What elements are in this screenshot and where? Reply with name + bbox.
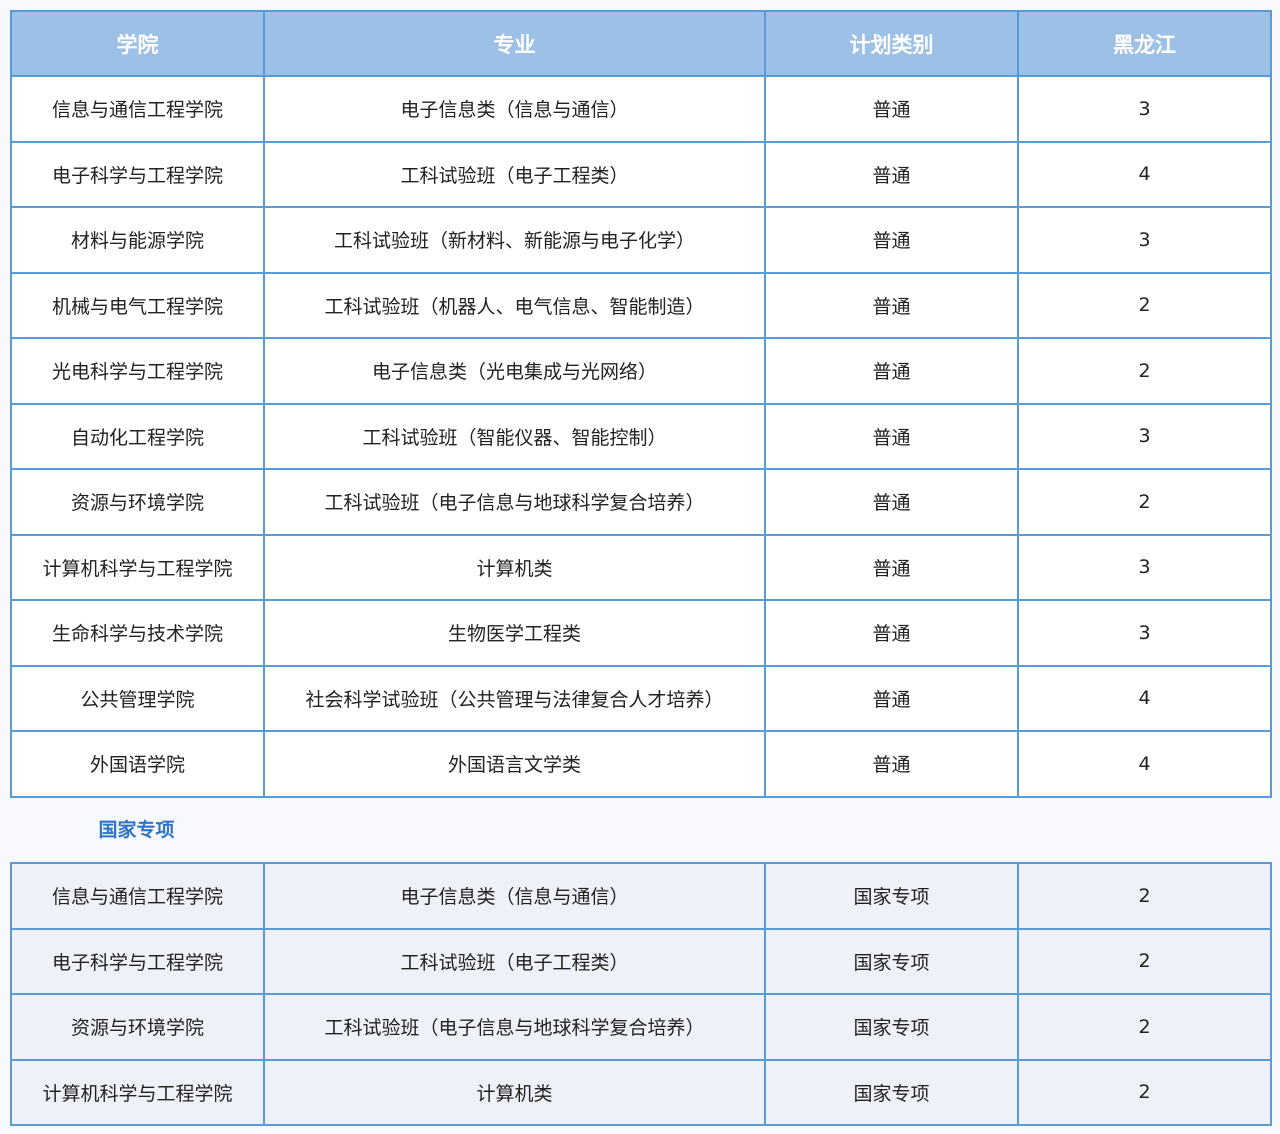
cell-major: 工科试验班（电子工程类） <box>263 927 766 995</box>
cell-quota: 2 <box>1017 1058 1272 1126</box>
cell-college: 资源与环境学院 <box>10 993 265 1061</box>
cell-plan-type: 国家专项 <box>764 862 1019 930</box>
cell-major: 电子信息类（信息与通信） <box>263 75 766 143</box>
table-row: 公共管理学院 社会科学试验班（公共管理与法律复合人才培养） 普通 4 <box>10 664 1272 732</box>
cell-college: 材料与能源学院 <box>10 206 265 274</box>
admission-plan-table: 学院 专业 计划类别 黑龙江 信息与通信工程学院 电子信息类（信息与通信） 普通 3 电… <box>10 10 1272 798</box>
cell-plan-type: 普通 <box>764 337 1019 405</box>
cell-plan-type: 普通 <box>764 75 1019 143</box>
section-label: 国家专项 <box>98 819 175 841</box>
cell-college: 自动化工程学院 <box>10 402 265 470</box>
table-row: 外国语学院 外国语言文学类 普通 4 <box>10 730 1272 798</box>
cell-college: 计算机科学与工程学院 <box>10 1058 265 1126</box>
cell-quota: 2 <box>1017 927 1272 995</box>
cell-college: 光电科学与工程学院 <box>10 337 265 405</box>
cell-quota: 3 <box>1017 75 1272 143</box>
table-row: 光电科学与工程学院 电子信息类（光电集成与光网络） 普通 2 <box>10 337 1272 405</box>
cell-plan-type: 普通 <box>764 468 1019 536</box>
cell-college: 电子科学与工程学院 <box>10 140 265 208</box>
cell-college: 机械与电气工程学院 <box>10 271 265 339</box>
cell-major: 生物医学工程类 <box>263 599 766 667</box>
cell-quota: 2 <box>1017 862 1272 930</box>
cell-plan-type: 普通 <box>764 730 1019 798</box>
cell-plan-type: 国家专项 <box>764 927 1019 995</box>
cell-quota: 4 <box>1017 730 1272 798</box>
cell-major: 电子信息类（信息与通信） <box>263 862 766 930</box>
cell-plan-type: 普通 <box>764 271 1019 339</box>
table-row: 计算机科学与工程学院 计算机类 国家专项 2 <box>10 1058 1272 1126</box>
cell-quota: 2 <box>1017 468 1272 536</box>
cell-college: 资源与环境学院 <box>10 468 265 536</box>
cell-college: 生命科学与技术学院 <box>10 599 265 667</box>
cell-college: 信息与通信工程学院 <box>10 75 265 143</box>
table-row: 电子科学与工程学院 工科试验班（电子工程类） 国家专项 2 <box>10 927 1272 995</box>
cell-plan-type: 国家专项 <box>764 1058 1019 1126</box>
cell-major: 工科试验班（电子信息与地球科学复合培养） <box>263 468 766 536</box>
cell-quota: 3 <box>1017 206 1272 274</box>
cell-plan-type: 普通 <box>764 140 1019 208</box>
cell-plan-type: 普通 <box>764 664 1019 732</box>
cell-college: 计算机科学与工程学院 <box>10 533 265 601</box>
cell-quota: 2 <box>1017 993 1272 1061</box>
cell-plan-type: 普通 <box>764 206 1019 274</box>
cell-quota: 2 <box>1017 271 1272 339</box>
table-row: 生命科学与技术学院 生物医学工程类 普通 3 <box>10 599 1272 667</box>
table-row: 信息与通信工程学院 电子信息类（信息与通信） 普通 3 <box>10 75 1272 143</box>
cell-major: 工科试验班（新材料、新能源与电子化学） <box>263 206 766 274</box>
cell-major: 工科试验班（电子工程类） <box>263 140 766 208</box>
cell-major: 外国语言文学类 <box>263 730 766 798</box>
special-plan-table: 信息与通信工程学院 电子信息类（信息与通信） 国家专项 2 电子科学与工程学院 工科试验班… <box>10 862 1272 1126</box>
cell-quota: 2 <box>1017 337 1272 405</box>
cell-plan-type: 普通 <box>764 533 1019 601</box>
cell-quota: 3 <box>1017 533 1272 601</box>
cell-quota: 3 <box>1017 599 1272 667</box>
cell-quota: 3 <box>1017 402 1272 470</box>
table-row: 信息与通信工程学院 电子信息类（信息与通信） 国家专项 2 <box>10 862 1272 930</box>
cell-major: 工科试验班（电子信息与地球科学复合培养） <box>263 993 766 1061</box>
table-row: 资源与环境学院 工科试验班（电子信息与地球科学复合培养） 国家专项 2 <box>10 993 1272 1061</box>
table-row: 计算机科学与工程学院 计算机类 普通 3 <box>10 533 1272 601</box>
header-college: 学院 <box>10 10 265 77</box>
cell-major: 计算机类 <box>263 1058 766 1126</box>
cell-college: 公共管理学院 <box>10 664 265 732</box>
cell-quota: 4 <box>1017 664 1272 732</box>
table-row: 机械与电气工程学院 工科试验班（机器人、电气信息、智能制造） 普通 2 <box>10 271 1272 339</box>
table-row: 资源与环境学院 工科试验班（电子信息与地球科学复合培养） 普通 2 <box>10 468 1272 536</box>
header-plan-type: 计划类别 <box>764 10 1019 77</box>
cell-major: 电子信息类（光电集成与光网络） <box>263 337 766 405</box>
header-major: 专业 <box>263 10 766 77</box>
header-heilongjiang: 黑龙江 <box>1017 10 1272 77</box>
cell-major: 社会科学试验班（公共管理与法律复合人才培养） <box>263 664 766 732</box>
cell-quota: 4 <box>1017 140 1272 208</box>
table-row: 材料与能源学院 工科试验班（新材料、新能源与电子化学） 普通 3 <box>10 206 1272 274</box>
cell-plan-type: 普通 <box>764 402 1019 470</box>
table-row: 自动化工程学院 工科试验班（智能仪器、智能控制） 普通 3 <box>10 402 1272 470</box>
table-row: 电子科学与工程学院 工科试验班（电子工程类） 普通 4 <box>10 140 1272 208</box>
cell-major: 工科试验班（机器人、电气信息、智能制造） <box>263 271 766 339</box>
header-row: 学院 专业 计划类别 黑龙江 <box>10 10 1272 77</box>
cell-major: 工科试验班（智能仪器、智能控制） <box>263 402 766 470</box>
cell-major: 计算机类 <box>263 533 766 601</box>
cell-college: 电子科学与工程学院 <box>10 927 265 995</box>
cell-college: 信息与通信工程学院 <box>10 862 265 930</box>
cell-plan-type: 普通 <box>764 599 1019 667</box>
cell-plan-type: 国家专项 <box>764 993 1019 1061</box>
cell-college: 外国语学院 <box>10 730 265 798</box>
